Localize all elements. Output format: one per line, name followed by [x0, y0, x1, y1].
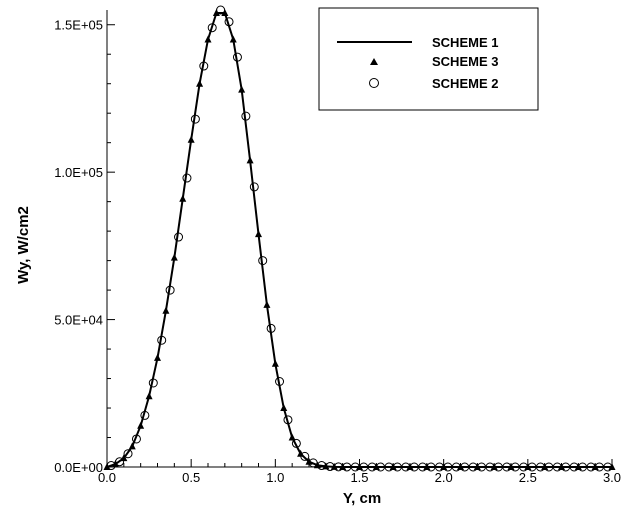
data-point — [297, 449, 305, 457]
data-point — [128, 442, 136, 450]
x-axis: 0.0 0.5 1.0 1.5 2.0 2.5 3.0 — [98, 459, 621, 485]
y-axis-title: Wy, W/cm2 — [15, 206, 32, 284]
x-axis-title: Y, cm — [343, 490, 381, 507]
data-point — [174, 232, 184, 242]
data-point — [263, 300, 271, 308]
data-point — [145, 392, 153, 400]
data-point — [196, 79, 204, 87]
data-point — [120, 454, 128, 462]
data-point — [229, 35, 237, 43]
x-tick-label: 1.0 — [266, 470, 284, 485]
data-point — [300, 451, 310, 461]
legend-label-scheme-1: SCHEME 1 — [432, 35, 498, 50]
data-point — [137, 421, 145, 429]
data-point — [283, 415, 293, 425]
data-point — [224, 17, 234, 27]
y-tick-label: 1.0E+05 — [54, 165, 103, 180]
x-tick-label: 0.5 — [182, 470, 200, 485]
data-point — [288, 433, 296, 441]
data-point — [207, 23, 217, 33]
data-point — [182, 173, 192, 183]
y-tick-label: 5.0E+04 — [54, 313, 103, 328]
data-point — [157, 335, 167, 345]
x-tick-label: 0.0 — [98, 470, 116, 485]
data-point — [165, 285, 175, 295]
legend-circle-scheme-2 — [369, 78, 379, 88]
series-scheme-2 — [106, 5, 613, 472]
series-line — [106, 11, 612, 468]
data-point — [280, 404, 288, 412]
data-point — [170, 253, 178, 261]
data-point — [221, 8, 229, 16]
data-point — [305, 457, 313, 465]
data-point — [232, 52, 242, 62]
x-tick-label: 2.0 — [435, 470, 453, 485]
x-tick-label: 1.5 — [350, 470, 368, 485]
data-point — [238, 85, 246, 93]
legend: SCHEME 1 SCHEME 3 SCHEME 2 — [318, 7, 539, 111]
x-tick-label: 2.5 — [519, 470, 537, 485]
data-point — [106, 461, 116, 471]
y-tick-label: 1.5E+05 — [54, 18, 103, 33]
series-scheme-1 — [106, 11, 612, 468]
data-point — [123, 449, 133, 459]
data-point — [115, 457, 125, 467]
legend-label-scheme-2: SCHEME 2 — [432, 76, 498, 91]
data-point — [154, 353, 161, 361]
legend-label-scheme-3: SCHEME 3 — [432, 54, 498, 69]
data-point — [258, 256, 268, 266]
legend-box — [318, 7, 539, 111]
data-point — [140, 410, 150, 420]
data-point — [204, 35, 212, 43]
data-point — [291, 438, 301, 448]
data-point — [271, 359, 279, 367]
data-point — [148, 378, 158, 388]
data-point — [216, 5, 226, 15]
data-point — [199, 61, 209, 71]
data-point — [246, 156, 254, 164]
data-point — [603, 462, 613, 472]
data-point — [241, 111, 251, 121]
x-tick-label: 3.0 — [603, 470, 621, 485]
data-point — [275, 376, 285, 386]
data-point — [266, 323, 276, 333]
data-point — [179, 194, 187, 202]
data-point — [249, 182, 259, 192]
legend-triangle-scheme-3 — [370, 58, 378, 65]
data-point — [317, 461, 327, 471]
data-point — [162, 306, 170, 314]
y-tick-label: 0.0E+00 — [54, 460, 103, 475]
data-point — [212, 8, 220, 16]
data-point — [190, 114, 200, 124]
data-point — [187, 135, 195, 143]
data-point — [308, 458, 318, 468]
data-point — [131, 434, 141, 444]
y-axis: 0.0E+00 5.0E+04 1.0E+05 1.5E+05 — [54, 18, 115, 475]
data-point — [255, 230, 262, 238]
